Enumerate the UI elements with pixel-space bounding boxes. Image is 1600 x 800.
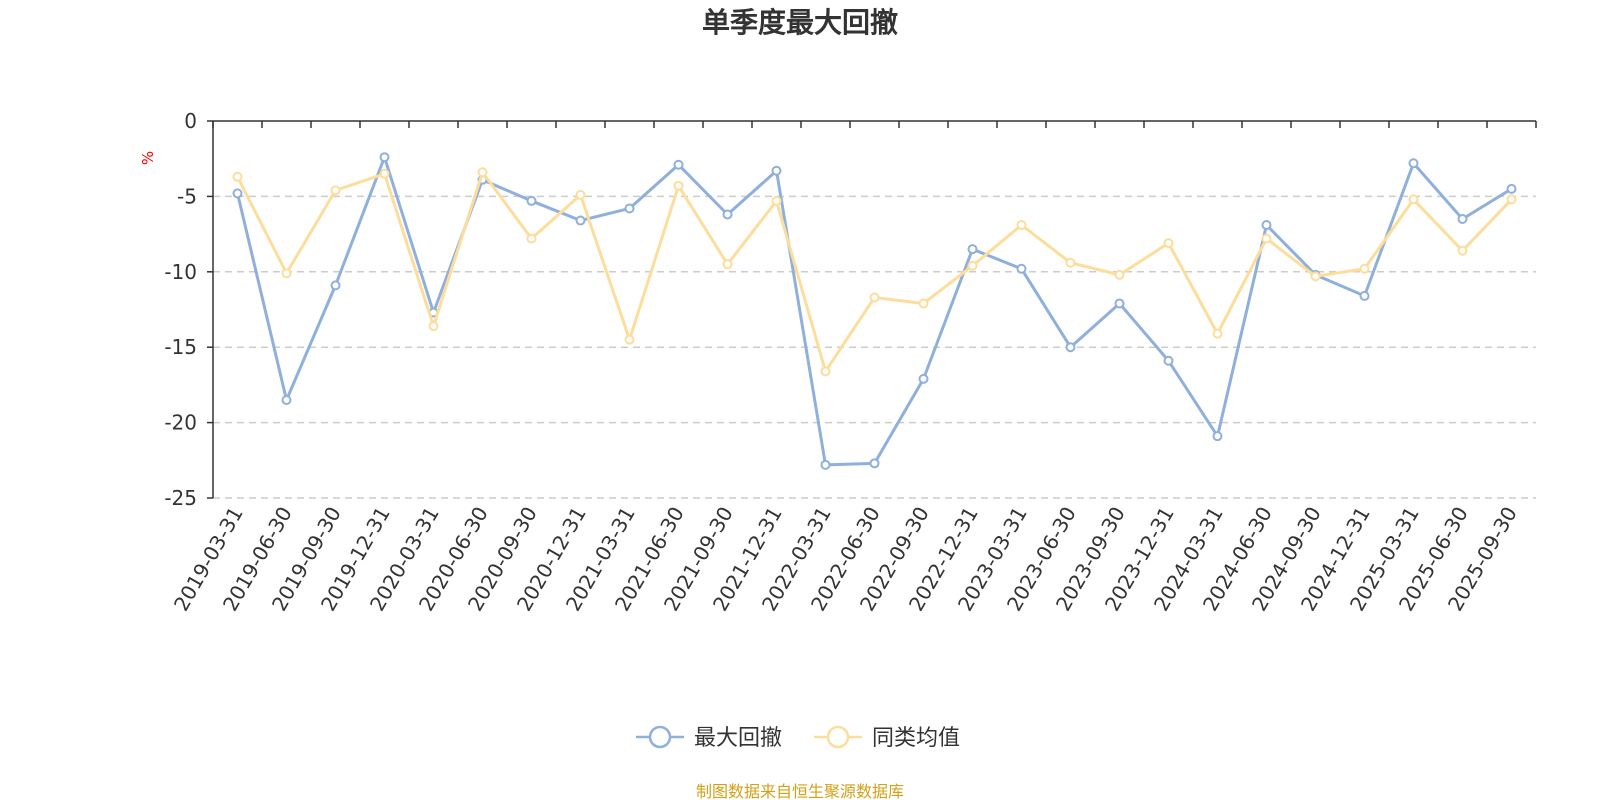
data-point: [330, 280, 341, 291]
data-point: [1114, 269, 1125, 280]
data-point: [1212, 328, 1223, 339]
y-tick-label: -5: [177, 184, 197, 208]
data-point: [1359, 290, 1370, 301]
data-point: [379, 152, 390, 163]
data-point: [1065, 257, 1076, 268]
y-axis-unit: %: [139, 151, 157, 165]
data-point: [1359, 263, 1370, 274]
data-point: [869, 458, 880, 469]
data-point: [281, 268, 292, 279]
data-point: [379, 168, 390, 179]
y-tick-label: -25: [164, 486, 197, 510]
data-point: [575, 215, 586, 226]
series-group: [232, 152, 1517, 470]
data-point: [869, 292, 880, 303]
data-point: [1506, 183, 1517, 194]
data-point: [771, 165, 782, 176]
y-tick-label: -15: [164, 335, 197, 359]
series-1: [232, 167, 1517, 377]
data-point: [1457, 214, 1468, 225]
data-point: [820, 459, 831, 470]
y-tick-label: 0: [184, 109, 197, 133]
data-point: [1408, 194, 1419, 205]
grid-lines: [213, 195, 1536, 499]
legend-item-0[interactable]: 最大回撤: [636, 725, 782, 751]
data-point: [1163, 355, 1174, 366]
data-point: [1065, 342, 1076, 353]
data-point: [232, 188, 243, 199]
legend-item-1[interactable]: 同类均值: [814, 725, 960, 751]
y-tick-label: -20: [164, 411, 197, 435]
legend-circle-icon: [648, 725, 672, 749]
data-point: [673, 159, 684, 170]
data-point: [771, 195, 782, 206]
legend-label: 最大回撤: [694, 726, 782, 751]
axes: 0-5-10-15-20-252019-03-312019-06-302019-…: [164, 109, 1537, 615]
data-point: [1457, 245, 1468, 256]
data-point: [1016, 220, 1027, 231]
data-point: [624, 203, 635, 214]
data-point: [1261, 220, 1272, 231]
data-point: [575, 189, 586, 200]
data-point: [722, 209, 733, 220]
data-point: [1212, 431, 1223, 442]
data-point: [477, 167, 488, 178]
data-point: [967, 260, 978, 271]
series-0: [232, 152, 1517, 470]
legend[interactable]: 最大回撤 同类均值: [636, 725, 960, 751]
data-point: [1114, 298, 1125, 309]
data-point: [330, 185, 341, 196]
data-point: [918, 298, 929, 309]
data-point: [820, 366, 831, 377]
data-point: [526, 233, 537, 244]
data-point: [281, 394, 292, 405]
data-point: [1408, 158, 1419, 169]
data-point: [1310, 271, 1321, 282]
legend-label: 同类均值: [872, 726, 960, 751]
data-point: [1163, 238, 1174, 249]
source-note: 制图数据来自恒生聚源数据库: [696, 782, 904, 800]
data-point: [232, 171, 243, 182]
data-point: [428, 321, 439, 332]
y-tick-label: -10: [164, 260, 197, 284]
data-point: [526, 195, 537, 206]
data-point: [1506, 194, 1517, 205]
data-point: [1261, 233, 1272, 244]
data-point: [918, 373, 929, 384]
chart-title: 单季度最大回撤: [702, 6, 898, 39]
data-point: [624, 334, 635, 345]
data-point: [722, 259, 733, 270]
data-point: [673, 180, 684, 191]
data-point: [1016, 263, 1027, 274]
data-point: [967, 244, 978, 255]
legend-circle-icon: [826, 725, 850, 749]
